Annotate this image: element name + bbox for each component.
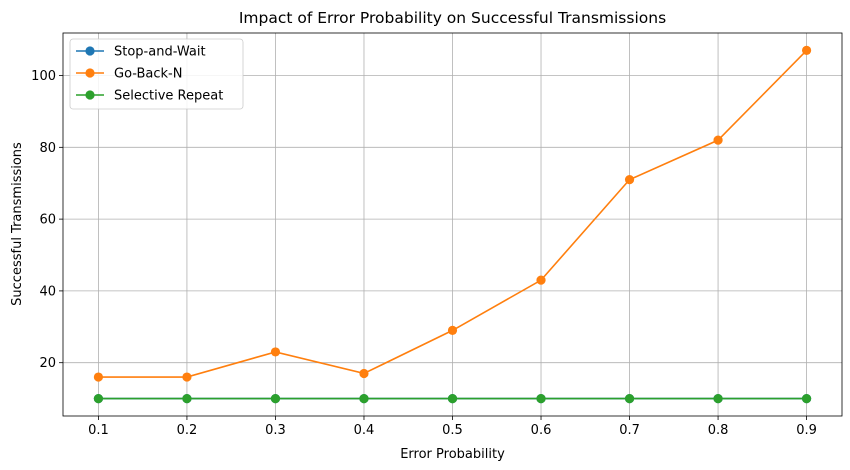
y-tick-label: 20 — [39, 356, 56, 371]
y-tick-label: 100 — [31, 69, 56, 84]
axes: 0.1 0.2 0.3 0.4 0.5 0.6 0.7 0.8 0.9 20 40 60 80 100 — [31, 32, 843, 438]
x-tick-label: 0.3 — [265, 423, 286, 438]
data-point-go-back-n — [624, 175, 635, 185]
x-tick-label: 0.2 — [177, 423, 198, 438]
data-point-selective-repeat — [359, 393, 369, 404]
legend-marker — [85, 90, 95, 100]
series-go-back-n — [93, 45, 812, 382]
data-point-go-back-n — [93, 372, 104, 382]
legend-label: Stop-and-Wait — [114, 45, 206, 60]
legend-entry-stop-and-wait: Stop-and-Wait — [76, 45, 206, 60]
x-axis-label: Error Probability — [400, 447, 505, 462]
y-axis-label: Successful Transmissions — [10, 142, 25, 306]
data-point-selective-repeat — [182, 393, 192, 404]
data-point-go-back-n — [359, 368, 369, 379]
legend-box — [69, 38, 244, 110]
data-point-go-back-n — [182, 372, 192, 382]
series-layer — [93, 45, 812, 404]
series-selective-repeat — [93, 393, 812, 404]
data-point-selective-repeat — [447, 393, 458, 404]
data-point-selective-repeat — [713, 393, 723, 404]
x-tick-label: 0.1 — [88, 423, 109, 438]
data-point-selective-repeat — [93, 393, 104, 404]
chart-title: Impact of Error Probability on Successfu… — [239, 9, 666, 27]
x-tick-label: 0.9 — [796, 423, 817, 438]
x-tick-label: 0.6 — [531, 423, 552, 438]
x-tick-label: 0.8 — [708, 423, 729, 438]
legend-marker — [85, 46, 95, 56]
legend-label: Selective Repeat — [114, 89, 223, 104]
legend-entry-go-back-n: Go-Back-N — [76, 67, 182, 82]
y-tick-label: 40 — [39, 284, 56, 299]
data-point-selective-repeat — [536, 393, 546, 404]
data-point-selective-repeat — [801, 393, 812, 404]
grid — [63, 33, 842, 416]
data-point-selective-repeat — [270, 393, 281, 404]
data-point-go-back-n — [536, 275, 546, 285]
data-point-go-back-n — [447, 325, 458, 335]
legend-marker — [85, 68, 95, 78]
y-tick-label: 80 — [39, 141, 56, 156]
data-point-go-back-n — [270, 347, 281, 357]
x-tick-label: 0.5 — [442, 423, 463, 438]
x-tick-label: 0.4 — [354, 423, 375, 438]
data-point-go-back-n — [801, 45, 812, 56]
x-tick-label: 0.7 — [619, 423, 640, 438]
legend-entry-selective-repeat: Selective Repeat — [76, 89, 223, 104]
data-point-selective-repeat — [624, 393, 635, 404]
y-tick-label: 60 — [39, 213, 56, 228]
legend-label: Go-Back-N — [114, 67, 182, 82]
data-point-go-back-n — [713, 135, 723, 145]
legend: Stop-and-Wait Go-Back-N Selective Repeat — [69, 38, 244, 110]
